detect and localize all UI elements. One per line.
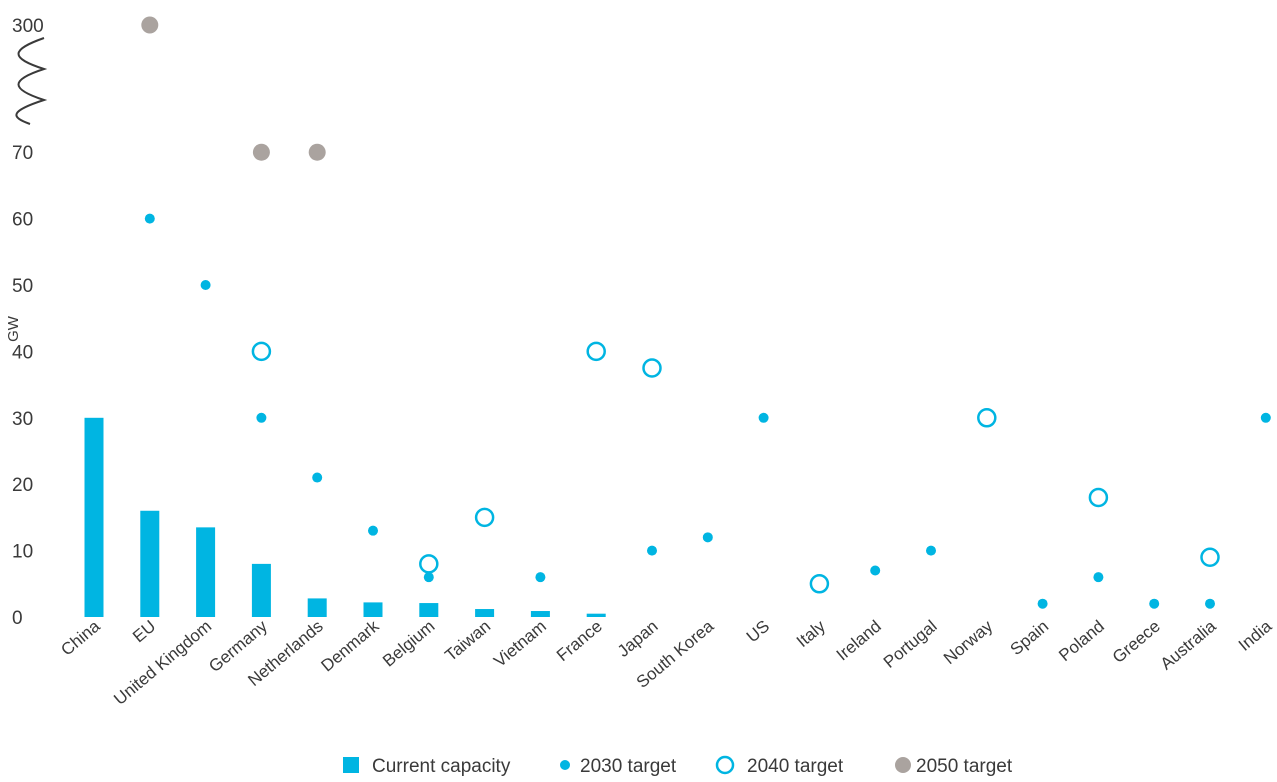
x-tick-label: Norway (940, 616, 997, 668)
point-series-1-us (758, 412, 769, 423)
y-axis-label: GW (5, 315, 22, 342)
point-series-1-belgium (423, 572, 434, 583)
legend-label: 2050 target (916, 756, 1013, 777)
x-tick-label: Spain (1007, 617, 1053, 660)
x-tick-label: Portugal (880, 617, 941, 672)
legend-swatch-square (343, 757, 359, 773)
bar-series-0-belgium (419, 603, 439, 617)
x-tick-label: EU (129, 617, 159, 647)
point-series-3-netherlands (308, 143, 326, 161)
x-tick-label: Belgium (379, 617, 438, 671)
y-tick-label: 50 (12, 276, 33, 297)
plot-area (84, 16, 1271, 617)
legend-item: 2030 target (560, 756, 677, 777)
y-tick-label: 0 (12, 608, 23, 629)
legend-item: 2040 target (715, 755, 844, 777)
bar-series-0-netherlands (307, 598, 327, 617)
x-tick-label: Italy (793, 616, 829, 651)
x-tick-label: Taiwan (441, 617, 494, 666)
bar-series-0-germany (251, 563, 271, 617)
bar-series-0-france (586, 613, 606, 617)
ring-series-2-france (586, 341, 606, 362)
point-series-1-poland (1093, 572, 1104, 583)
point-series-1-germany (256, 412, 267, 423)
y-tick-label: 70 (12, 143, 33, 164)
ring-series-2-italy (809, 574, 830, 594)
y-tick-label: 10 (12, 542, 33, 563)
point-series-1-south-korea (702, 532, 713, 543)
point-series-1-netherlands (312, 472, 323, 483)
legend-swatch-ring (715, 755, 735, 775)
x-tick-label: Greece (1109, 617, 1164, 667)
point-series-1-australia (1205, 598, 1215, 609)
legend-swatch-dot (560, 760, 570, 770)
ring-series-2-australia (1200, 547, 1220, 567)
ring-series-2-belgium (419, 554, 439, 574)
bar-series-0-eu (140, 510, 160, 617)
point-series-1-eu (144, 213, 155, 224)
point-series-1-japan (647, 545, 657, 556)
legend-label: 2030 target (580, 756, 677, 777)
point-series-1-greece (1149, 598, 1160, 609)
point-series-1-ireland (870, 565, 881, 576)
x-tick-label: Poland (1055, 617, 1108, 666)
x-tick-label: Ireland (833, 617, 885, 665)
legend-item: Current capacity (343, 756, 511, 777)
point-series-1-denmark (368, 525, 378, 536)
x-tick-label: China (57, 616, 104, 659)
legend-label: 2040 target (747, 756, 844, 777)
bar-series-0-vietnam (530, 611, 550, 617)
bar-series-0-united-kingdom (196, 527, 216, 617)
point-series-1-united-kingdom (200, 280, 211, 290)
y-axis: 0 10 20 30 40 50 60 70 300 (12, 16, 44, 629)
point-series-1-spain (1037, 598, 1048, 609)
x-tick-label: India (1235, 616, 1276, 655)
point-series-1-vietnam (535, 572, 546, 583)
point-series-1-portugal (926, 545, 936, 556)
point-series-1-india (1260, 412, 1271, 423)
x-tick-label: Japan (614, 617, 662, 661)
bar-series-0-taiwan (475, 609, 495, 617)
y-tick-label: 20 (12, 475, 33, 496)
x-tick-label: US (743, 617, 773, 647)
ring-series-2-germany (251, 341, 272, 362)
ring-series-2-japan (642, 358, 662, 378)
bar-series-0-denmark (363, 602, 383, 617)
point-series-3-germany (252, 143, 270, 161)
x-tick-label: United Kingdom (110, 617, 215, 709)
x-tick-label: France (553, 617, 606, 666)
y-tick-label: 300 (12, 16, 44, 37)
legend: Current capacity 2030 target 2040 target 20… (343, 755, 1013, 777)
x-tick-label: Denmark (318, 616, 383, 675)
x-tick-label: Vietnam (490, 617, 550, 671)
legend-label: Current capacity (372, 756, 511, 777)
legend-item: 2050 target (895, 756, 1013, 777)
y-tick-label: 30 (12, 409, 33, 430)
x-tick-label: Australia (1157, 616, 1220, 673)
ring-series-2-taiwan (474, 507, 495, 528)
axis-break-icon (15, 37, 48, 125)
y-tick-label: 60 (12, 210, 33, 231)
bar-series-0-china (84, 417, 104, 617)
legend-swatch-dot (895, 757, 911, 773)
ring-series-2-poland (1088, 487, 1109, 508)
point-series-3-eu (141, 16, 159, 34)
y-tick-label: 40 (12, 342, 33, 363)
ring-series-2-norway (977, 408, 997, 428)
